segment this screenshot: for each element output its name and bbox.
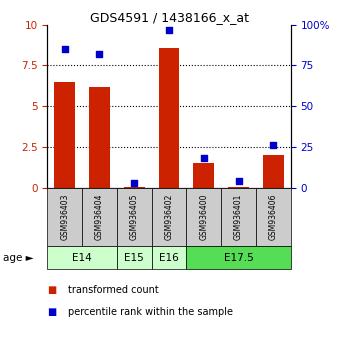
- Text: GSM936405: GSM936405: [130, 194, 139, 240]
- Text: age ►: age ►: [3, 252, 34, 263]
- Bar: [124, 187, 145, 188]
- Text: GSM936402: GSM936402: [165, 194, 173, 240]
- Text: E16: E16: [159, 252, 179, 263]
- Point: [271, 142, 276, 148]
- Point: [131, 180, 137, 185]
- Bar: [263, 155, 284, 188]
- Text: GSM936401: GSM936401: [234, 194, 243, 240]
- Point: [62, 46, 67, 52]
- Text: E15: E15: [124, 252, 144, 263]
- Point: [97, 51, 102, 57]
- Bar: [54, 82, 75, 188]
- Point: [201, 155, 207, 161]
- Text: GSM936406: GSM936406: [269, 194, 278, 240]
- Point: [166, 27, 172, 33]
- Text: percentile rank within the sample: percentile rank within the sample: [68, 307, 233, 316]
- Text: E17.5: E17.5: [224, 252, 254, 263]
- Bar: [228, 187, 249, 188]
- Text: GSM936400: GSM936400: [199, 194, 208, 240]
- Bar: [193, 163, 214, 188]
- Text: ■: ■: [47, 307, 56, 316]
- Title: GDS4591 / 1438166_x_at: GDS4591 / 1438166_x_at: [90, 11, 248, 24]
- Text: GSM936403: GSM936403: [60, 194, 69, 240]
- Point: [236, 178, 241, 184]
- Text: ■: ■: [47, 285, 56, 295]
- Bar: [89, 87, 110, 188]
- Bar: [159, 47, 179, 188]
- Text: E14: E14: [72, 252, 92, 263]
- Text: GSM936404: GSM936404: [95, 194, 104, 240]
- Text: transformed count: transformed count: [68, 285, 158, 295]
